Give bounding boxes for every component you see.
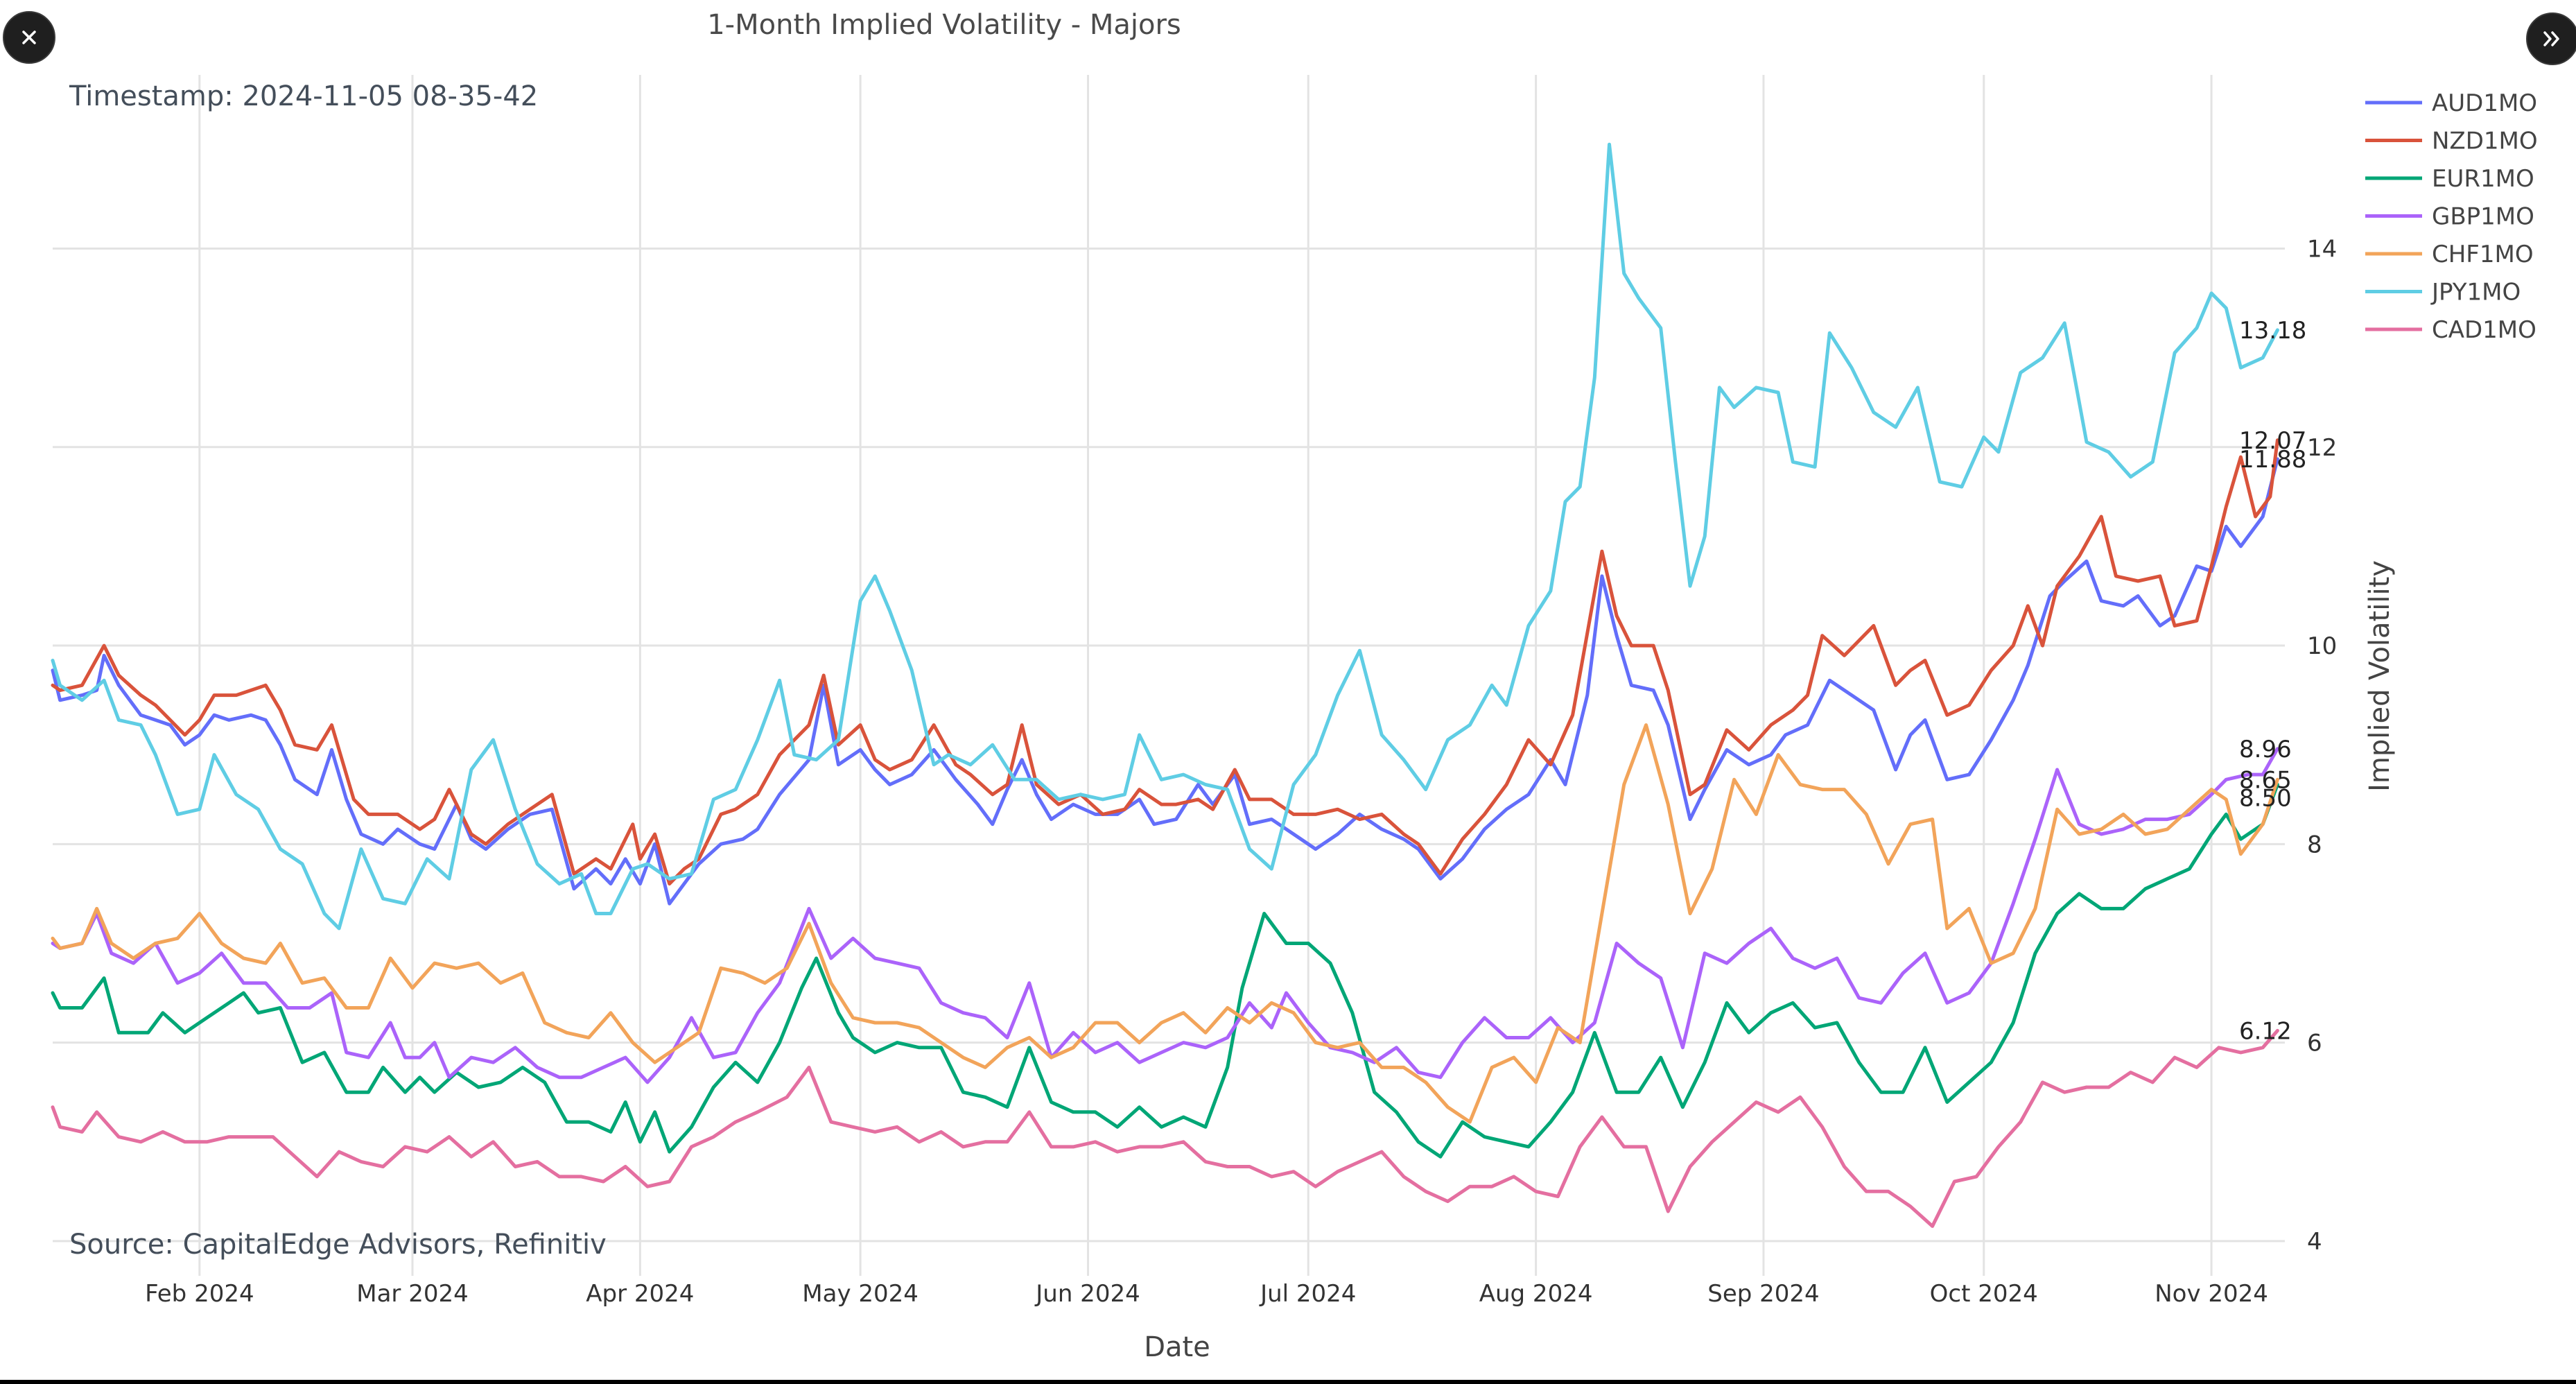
legend-label: NZD1MO [2432, 128, 2538, 155]
y-tick-label: 10 [2307, 632, 2337, 660]
series-line-aud1mo [51, 457, 2279, 906]
legend-label: EUR1MO [2432, 165, 2534, 193]
legend-item-eur1mo[interactable]: EUR1MO [2365, 165, 2534, 193]
series-line-gbp1mo [51, 747, 2279, 1084]
x-tick-label: Apr 2024 [586, 1280, 694, 1308]
legend-item-aud1mo[interactable]: AUD1MO [2365, 89, 2537, 117]
legend-item-nzd1mo[interactable]: NZD1MO [2365, 128, 2538, 155]
x-tick-label: Oct 2024 [1930, 1280, 2038, 1308]
series-line-cad1mo [51, 1028, 2279, 1228]
series-line-nzd1mo [51, 438, 2279, 886]
end-label-chf1mo: 8.65 [2239, 766, 2292, 794]
x-tick-label: Aug 2024 [1479, 1280, 1593, 1308]
y-axis-label: Implied Volatility [2364, 560, 2396, 792]
x-tick-label: Mar 2024 [356, 1280, 468, 1308]
legend-label: CHF1MO [2432, 241, 2534, 268]
legend-label: JPY1MO [2430, 279, 2521, 306]
legend-label: CAD1MO [2432, 316, 2536, 344]
legend: AUD1MO NZD1MO EUR1MO GBP1MO CHF1MO JPY1MO CAD1… [2365, 89, 2538, 344]
x-tick-label: May 2024 [802, 1280, 919, 1308]
x-tick-label: Jun 2024 [1034, 1280, 1140, 1308]
x-axis-ticks: Feb 2024 Mar 2024 Apr 2024 May 2024 Jun 2024… [145, 1280, 2268, 1308]
legend-item-jpy1mo[interactable]: JPY1MO [2365, 279, 2521, 306]
y-tick-label: 8 [2307, 831, 2322, 858]
close-icon [22, 31, 36, 44]
y-tick-label: 12 [2307, 434, 2337, 462]
series-line-eur1mo [51, 783, 2279, 1159]
end-label-cad1mo: 6.12 [2239, 1017, 2292, 1045]
source-annotation: Source: CapitalEdge Advisors, Refinitiv [69, 1229, 607, 1261]
end-label-gbp1mo: 8.96 [2239, 736, 2292, 763]
end-label-nzd1mo: 12.07 [2239, 427, 2306, 455]
legend-item-cad1mo[interactable]: CAD1MO [2365, 316, 2536, 344]
end-label-jpy1mo: 13.18 [2239, 317, 2306, 345]
series-line-jpy1mo [51, 142, 2279, 931]
y-axis-ticks: 4 6 8 10 12 14 [2307, 235, 2337, 1255]
legend-label: AUD1MO [2432, 89, 2537, 117]
timestamp-annotation: Timestamp: 2024-11-05 08-35-42 [69, 80, 538, 112]
y-tick-label: 14 [2307, 235, 2337, 263]
chevron-double-right-icon [2543, 31, 2559, 46]
series-line-chf1mo [51, 723, 2279, 1124]
end-label-aud1mo: 11.88 [2239, 446, 2306, 474]
y-tick-label: 6 [2307, 1030, 2322, 1057]
x-tick-label: Feb 2024 [145, 1280, 254, 1308]
x-tick-label: Nov 2024 [2155, 1280, 2268, 1308]
chart-title: 1-Month Implied Volatility - Majors [707, 9, 1181, 41]
legend-label: GBP1MO [2432, 203, 2534, 231]
x-tick-label: Jul 2024 [1259, 1280, 1356, 1308]
x-axis-label: Date [1144, 1331, 1210, 1363]
close-button[interactable] [3, 11, 55, 64]
y-tick-label: 4 [2307, 1228, 2322, 1256]
end-label-eur1mo: 8.50 [2239, 784, 2292, 812]
next-image-button[interactable] [2526, 12, 2576, 65]
series-lines [51, 142, 2279, 1228]
legend-item-chf1mo[interactable]: CHF1MO [2365, 241, 2534, 268]
grid [53, 75, 2285, 1276]
x-tick-label: Sep 2024 [1707, 1280, 1819, 1308]
legend-item-gbp1mo[interactable]: GBP1MO [2365, 203, 2534, 231]
